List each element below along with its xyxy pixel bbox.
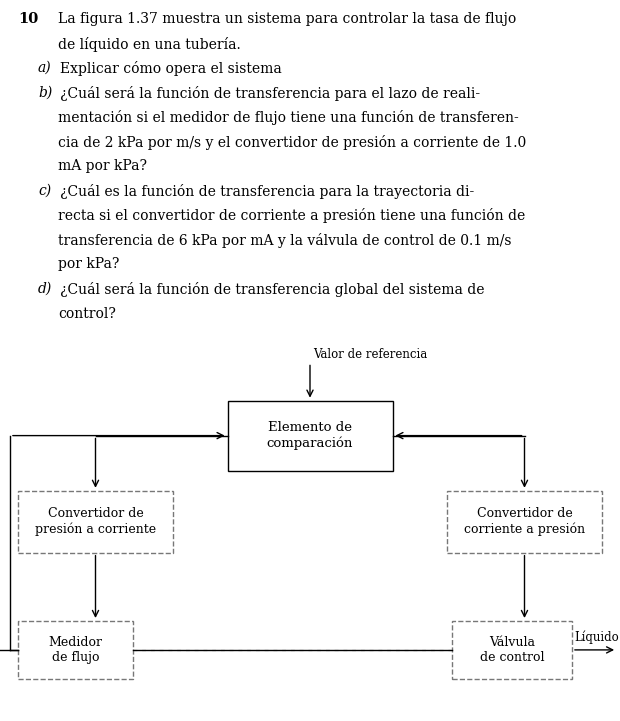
Text: ¿Cuál es la función de transferencia para la trayectoria di-: ¿Cuál es la función de transferencia par… [60,184,474,199]
Text: transferencia de 6 kPa por mA y la válvula de control de 0.1 m/s: transferencia de 6 kPa por mA y la válvu… [58,233,512,248]
Text: mA por kPa?: mA por kPa? [58,159,147,173]
Text: Líquido: Líquido [574,630,619,644]
Text: ¿Cuál será la función de transferencia para el lazo de reali-: ¿Cuál será la función de transferencia p… [60,86,480,101]
Text: Elemento de
comparación: Elemento de comparación [267,421,353,450]
Text: por kPa?: por kPa? [58,257,120,272]
Text: control?: control? [58,306,116,321]
Bar [18,621,133,679]
Text: Convertidor de
corriente a presión: Convertidor de corriente a presión [464,508,585,536]
Text: La figura 1.37 muestra un sistema para controlar la tasa de flujo: La figura 1.37 muestra un sistema para c… [58,12,516,26]
Text: Convertidor de
presión a corriente: Convertidor de presión a corriente [35,508,156,536]
Text: Medidor
de flujo: Medidor de flujo [48,636,102,664]
Bar [228,401,392,471]
Text: Válvula
de control: Válvula de control [480,636,544,664]
Text: b): b) [38,86,52,99]
Text: mentación si el medidor de flujo tiene una función de transferen-: mentación si el medidor de flujo tiene u… [58,110,519,125]
Text: ¿Cuál será la función de transferencia global del sistema de: ¿Cuál será la función de transferencia g… [60,282,484,297]
Text: cia de 2 kPa por m/s y el convertidor de presión a corriente de 1.0: cia de 2 kPa por m/s y el convertidor de… [58,135,526,150]
Text: de líquido en una tubería.: de líquido en una tubería. [58,37,241,52]
Bar [18,491,173,553]
Text: recta si el convertidor de corriente a presión tiene una función de: recta si el convertidor de corriente a p… [58,208,525,224]
Text: a): a) [38,61,51,75]
Text: Valor de referencia: Valor de referencia [313,348,427,360]
Bar [452,621,572,679]
Bar [447,491,602,553]
Text: c): c) [38,184,51,198]
Text: Explicar cómo opera el sistema: Explicar cómo opera el sistema [60,61,281,76]
Text: d): d) [38,282,52,296]
Text: 10: 10 [18,12,38,26]
